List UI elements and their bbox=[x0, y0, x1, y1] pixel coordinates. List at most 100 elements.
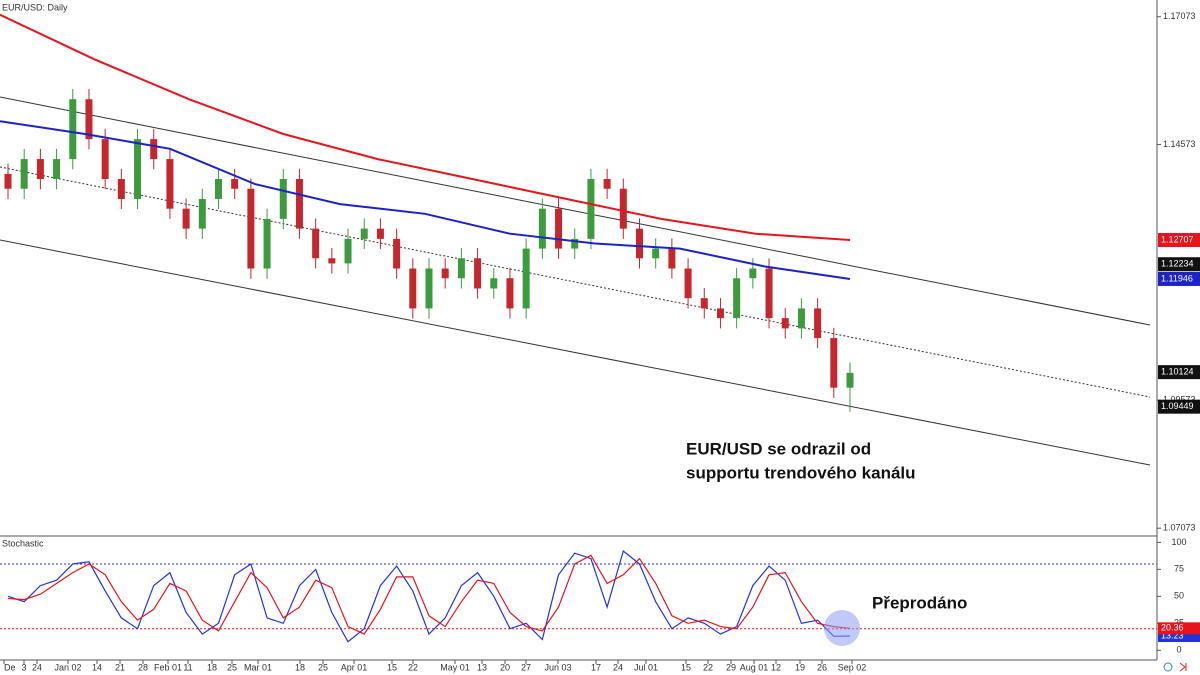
price-tag-label: 1.12707 bbox=[1161, 234, 1194, 244]
y-tick-label: 50 bbox=[1174, 591, 1184, 601]
candle-body bbox=[53, 159, 61, 180]
x-tick-label: 25 bbox=[227, 662, 237, 672]
candle-body bbox=[603, 179, 611, 189]
candle-body bbox=[101, 139, 109, 180]
trend-channel bbox=[0, 96, 1151, 466]
channel-top bbox=[0, 96, 1151, 326]
x-tick-label: 29 bbox=[726, 662, 736, 672]
candle-body bbox=[85, 99, 93, 140]
annotation: Přeprodáno bbox=[872, 593, 967, 612]
candle-body bbox=[279, 179, 287, 219]
x-tick-label: 27 bbox=[521, 662, 531, 672]
candle-body bbox=[668, 248, 676, 269]
title-bg bbox=[0, 2, 60, 14]
y-tick-label: 75 bbox=[1174, 564, 1184, 574]
candle-body bbox=[830, 338, 838, 388]
x-tick-label: Jan 02 bbox=[54, 662, 81, 672]
candle-body bbox=[636, 228, 643, 259]
price-tag bbox=[1158, 399, 1200, 414]
stoch-title: Stochastic bbox=[2, 538, 44, 548]
price-tag bbox=[1158, 365, 1200, 380]
candle-body bbox=[587, 179, 595, 239]
candle-body bbox=[150, 139, 158, 160]
x-tick-label: 12 bbox=[771, 662, 781, 672]
y-tick-label: 100 bbox=[1171, 537, 1186, 547]
annotation: EUR/USD se odrazil od bbox=[686, 439, 871, 458]
moving-average bbox=[0, 120, 851, 280]
candle-body bbox=[555, 208, 563, 249]
candle-body bbox=[733, 278, 741, 319]
candle-body bbox=[4, 173, 12, 189]
candle-body bbox=[522, 248, 530, 309]
candle-body bbox=[231, 179, 239, 189]
candle-body bbox=[490, 278, 498, 289]
annotation: supportu trendového kanálu bbox=[686, 463, 916, 482]
value-tag bbox=[1158, 622, 1200, 635]
x-tick-label: Apr 01 bbox=[341, 662, 368, 672]
candle-body bbox=[263, 218, 271, 269]
highlight-circle bbox=[824, 610, 860, 646]
candle-body bbox=[117, 179, 125, 199]
x-tick-label: 3 bbox=[21, 662, 26, 672]
x-tick-label: Feb 01 bbox=[154, 662, 182, 672]
corner-icons bbox=[1179, 662, 1187, 672]
x-tick-label: 14 bbox=[92, 662, 102, 672]
icon bbox=[1179, 662, 1187, 672]
candle-body bbox=[425, 268, 433, 309]
candle-body bbox=[619, 188, 627, 229]
x-tick-label: 11 bbox=[183, 662, 192, 672]
candle-body bbox=[700, 298, 708, 309]
x-tick-label: Sep 02 bbox=[838, 662, 867, 672]
price-tag bbox=[1158, 271, 1200, 286]
plot-layer bbox=[0, 13, 1157, 643]
candle-body bbox=[749, 268, 757, 279]
candle-body bbox=[797, 308, 805, 329]
candle-body bbox=[36, 159, 44, 180]
candle-body bbox=[716, 308, 724, 319]
value-tag-label: 20.36 bbox=[1161, 623, 1184, 633]
moving-average bbox=[0, 13, 851, 241]
x-tick-label: 18 bbox=[295, 662, 305, 672]
chart-title: EUR/USD: Daily bbox=[2, 2, 68, 12]
candle-body bbox=[344, 238, 352, 264]
x-tick-label: 24 bbox=[32, 662, 42, 672]
candle-body bbox=[182, 208, 190, 229]
value-tag-label: 13.23 bbox=[1161, 630, 1184, 640]
price-tag-label: 1.10124 bbox=[1161, 367, 1194, 377]
candle-body bbox=[134, 139, 142, 199]
x-tick-label: 13 bbox=[477, 662, 487, 672]
candle-body bbox=[312, 228, 320, 259]
candle-body bbox=[684, 268, 692, 299]
candle-body bbox=[474, 258, 482, 289]
candle-body bbox=[441, 268, 449, 279]
x-tick-label: Mar 01 bbox=[244, 662, 272, 672]
candle-body bbox=[376, 228, 384, 239]
stoch-title-bg bbox=[0, 538, 40, 550]
x-tick-label: 21 bbox=[115, 662, 125, 672]
price-tag-label: 1.11946 bbox=[1161, 273, 1193, 283]
x-tick-label: 28 bbox=[138, 662, 148, 672]
candle-body bbox=[457, 258, 465, 279]
x-tick-label: Jul 01 bbox=[634, 662, 658, 672]
candle-body bbox=[20, 159, 28, 189]
candle-body bbox=[538, 208, 546, 249]
candle-body bbox=[166, 159, 174, 209]
channel-mid bbox=[0, 166, 1151, 398]
channel-bottom bbox=[0, 239, 1151, 466]
candle-body bbox=[328, 258, 336, 264]
candle-body bbox=[295, 179, 303, 229]
price-tag-label: 1.12234 bbox=[1161, 259, 1194, 269]
x-tick-label: 20 bbox=[500, 662, 510, 672]
x-tick-label: 22 bbox=[703, 662, 713, 672]
candle-body bbox=[247, 188, 255, 269]
x-tick-label: 26 bbox=[817, 662, 827, 672]
candle-body bbox=[215, 179, 222, 199]
candle-body bbox=[506, 278, 514, 309]
candle-body bbox=[652, 248, 660, 259]
candle-body bbox=[765, 268, 773, 319]
candle-body bbox=[814, 308, 822, 339]
candle-body bbox=[198, 198, 206, 229]
x-tick-label: Jun 03 bbox=[544, 662, 571, 672]
stoch-line bbox=[7, 554, 851, 635]
